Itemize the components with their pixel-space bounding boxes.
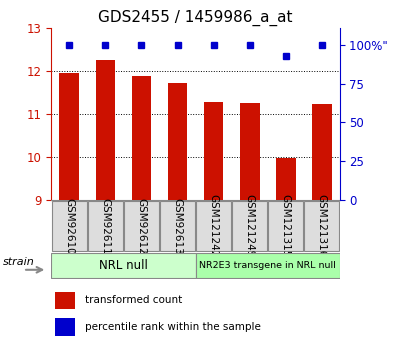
FancyBboxPatch shape	[232, 201, 267, 251]
Bar	[204, 102, 224, 200]
Text: GSM121316: GSM121316	[317, 194, 327, 258]
Bar	[240, 103, 260, 200]
FancyBboxPatch shape	[51, 253, 196, 278]
Text: GSM92611: GSM92611	[100, 198, 111, 254]
Text: strain: strain	[3, 257, 34, 266]
Text: NR2E3 transgene in NRL null: NR2E3 transgene in NRL null	[199, 261, 336, 270]
FancyBboxPatch shape	[268, 201, 303, 251]
Text: percentile rank within the sample: percentile rank within the sample	[85, 322, 260, 332]
FancyBboxPatch shape	[160, 201, 195, 251]
Title: GDS2455 / 1459986_a_at: GDS2455 / 1459986_a_at	[98, 10, 293, 26]
FancyBboxPatch shape	[196, 201, 231, 251]
Text: transformed count: transformed count	[85, 296, 182, 305]
Bar	[312, 104, 331, 200]
Bar	[132, 76, 151, 200]
FancyBboxPatch shape	[305, 201, 339, 251]
FancyBboxPatch shape	[52, 201, 87, 251]
Text: NRL null: NRL null	[99, 259, 148, 272]
Text: GSM92610: GSM92610	[64, 198, 74, 254]
FancyBboxPatch shape	[196, 253, 340, 278]
Bar	[55, 318, 75, 336]
Text: GSM92612: GSM92612	[136, 198, 147, 254]
Bar	[60, 73, 79, 200]
FancyBboxPatch shape	[124, 201, 159, 251]
Bar	[276, 158, 295, 200]
Bar	[55, 292, 75, 309]
Bar	[96, 60, 115, 200]
Text: GSM121242: GSM121242	[209, 194, 218, 258]
Bar	[167, 83, 187, 200]
FancyBboxPatch shape	[88, 201, 123, 251]
Text: GSM121315: GSM121315	[280, 194, 291, 258]
Text: GSM121249: GSM121249	[245, 194, 255, 258]
Text: GSM92613: GSM92613	[173, 198, 182, 254]
